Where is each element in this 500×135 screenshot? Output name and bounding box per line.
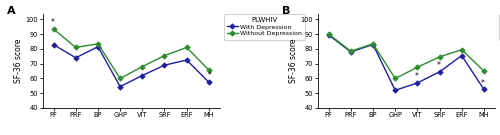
Line: With Depression: With Depression	[52, 43, 211, 89]
With Depression	[95, 46, 101, 48]
Without Anxiety	[370, 43, 376, 45]
Without Anxiety	[326, 33, 332, 35]
Without Anxiety	[436, 56, 442, 58]
Text: *: *	[208, 71, 212, 80]
Text: *: *	[436, 61, 440, 70]
With Anxiety	[458, 55, 464, 56]
Y-axis label: SF-36 score: SF-36 score	[14, 38, 23, 83]
With Depression	[162, 64, 168, 66]
Without Anxiety	[481, 70, 487, 72]
With Anxiety	[370, 44, 376, 45]
Text: B: B	[282, 6, 290, 16]
Legend: With Depression, Without Depression: With Depression, Without Depression	[224, 14, 306, 40]
Line: With Anxiety: With Anxiety	[326, 33, 486, 92]
Without Anxiety	[348, 50, 354, 52]
Without Depression	[162, 55, 168, 56]
With Depression	[117, 86, 123, 87]
Without Anxiety	[414, 66, 420, 68]
Text: *: *	[414, 72, 418, 81]
With Anxiety	[414, 82, 420, 84]
With Depression	[50, 44, 56, 45]
Without Depression	[117, 78, 123, 79]
With Anxiety	[326, 34, 332, 36]
With Depression	[73, 57, 79, 59]
Without Depression	[50, 28, 56, 30]
Text: *: *	[50, 18, 54, 27]
With Anxiety	[348, 51, 354, 53]
Line: Without Depression: Without Depression	[52, 27, 211, 80]
With Anxiety	[392, 90, 398, 91]
Without Anxiety	[458, 49, 464, 50]
With Depression	[184, 59, 190, 61]
With Anxiety	[436, 71, 442, 73]
Text: A: A	[7, 6, 16, 16]
Line: Without Anxiety: Without Anxiety	[326, 32, 486, 80]
Without Depression	[95, 43, 101, 45]
With Depression	[140, 75, 145, 76]
With Anxiety	[481, 89, 487, 90]
Without Depression	[184, 47, 190, 48]
Legend: With Anxiety, Without Anxiety: With Anxiety, Without Anxiety	[498, 14, 500, 40]
Y-axis label: SF-36 score: SF-36 score	[289, 38, 298, 83]
Without Depression	[140, 66, 145, 68]
Without Anxiety	[392, 78, 398, 79]
Without Depression	[73, 47, 79, 48]
Without Depression	[206, 69, 212, 71]
With Depression	[206, 81, 212, 83]
Text: *: *	[481, 79, 484, 88]
